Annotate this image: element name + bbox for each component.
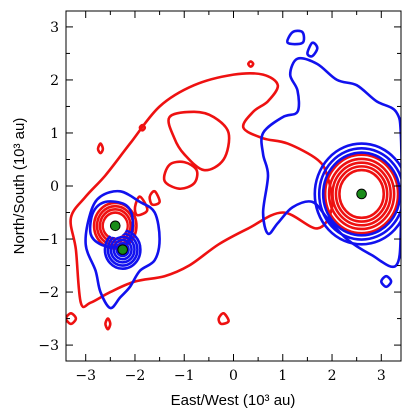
red-contour-10 [138,123,147,132]
plot-frame [65,10,402,362]
x-tick-label: 2 [328,368,337,384]
red-contour-7 [66,312,78,326]
blue-contour-3 [260,56,401,269]
x-tick-label: −2 [125,368,146,384]
red-contour-2 [167,110,231,172]
y-tick-label: 1 [50,126,59,142]
blue-ring-1-3 [313,142,401,246]
source-marker-3 [356,188,367,200]
red-contour-6 [104,317,112,331]
blue-contour-1 [84,189,161,310]
red-ring-2-5 [323,153,400,235]
y-tick-label: 2 [50,73,59,89]
contour-layer [66,29,401,331]
blue-ring-2-1 [115,241,130,258]
red-contour-4 [148,189,161,207]
red-ring-2-3 [331,161,392,227]
blue-ring-2-3 [109,235,136,264]
x-tick-label: 0 [229,368,238,384]
blue-contour-4 [286,29,306,46]
red-ring-2-4 [327,157,396,231]
blue-ring-2-2 [112,238,133,261]
y-tick-label: −2 [38,285,59,301]
red-contour-1 [69,72,334,309]
x-tick-label: −1 [174,368,195,384]
red-ring-2-2 [334,165,389,223]
red-contour-11 [247,60,255,68]
y-tick-label: −3 [38,338,59,354]
marker-layer [103,182,373,255]
y-tick-label: 3 [50,20,59,36]
red-contour-3 [162,160,199,191]
source-marker-1 [109,220,121,232]
y-axis-label: North/South (10³ au) [11,118,28,255]
red-contour-9 [96,142,105,155]
red-contour-8 [217,311,230,326]
red-ring-2-1 [338,168,386,220]
blue-contour-6 [380,274,393,289]
source-marker-2 [117,244,128,255]
blue-ring-1-2 [317,147,401,241]
y-tick-label: −1 [38,232,59,248]
tick-layer: −3 −2 −1 0 1 2 3 −3 −2 −1 0 1 2 3 [38,11,401,384]
x-tick-label: 3 [377,368,386,384]
red-contour-5 [133,195,149,217]
x-tick-label: 1 [278,368,287,384]
x-tick-label: −3 [75,368,96,384]
x-axis-label: East/West (10³ au) [171,392,296,409]
blue-ring-1-1 [321,151,401,237]
blue-contour-5 [306,41,319,58]
y-tick-label: 0 [50,179,59,195]
